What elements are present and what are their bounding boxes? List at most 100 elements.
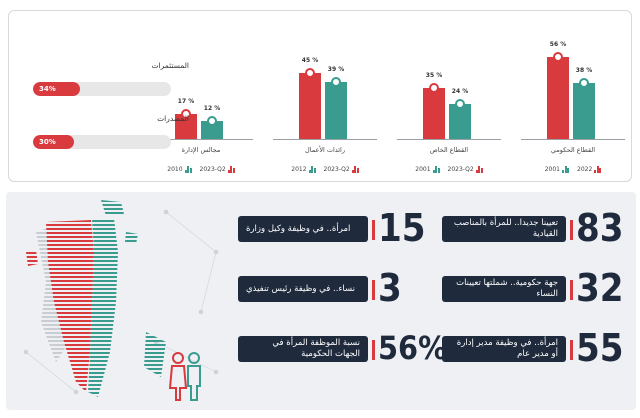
stat-number: 15 [378,206,426,250]
chart-legend: 2012 2023-Q2 [267,166,383,173]
chart-bar [449,104,471,139]
accent-tick [570,220,573,240]
exporters-progress-bar: 30% [33,135,171,149]
chart-category-label: رائدات الأعمال [304,146,345,154]
investors-label: المستثمرات [151,61,189,70]
chart-baseline [521,139,625,140]
accent-tick [372,220,375,240]
legend-item: 2010 [167,166,192,173]
chart-bar [175,114,197,139]
accent-tick [372,280,375,300]
stat-directors: امرأة.. في وظيفة مدير إدارة أو مدير عام … [442,328,632,372]
legend-item: 2012 [291,166,316,173]
stat-text: امرأة.. في وظيفة وكيل وزارة [238,216,368,242]
legend-item: 2023-Q2 [200,166,235,173]
chart-group: 56 % 38 % القطاع الحكومي 2001 2022 [515,11,631,183]
chart-category-label: مجالس الإدارة [181,146,221,154]
exporters-progress-value: 30% [39,138,56,146]
legend-label: 2012 [291,166,307,173]
chart-bar [325,82,347,139]
chart-value-label: 39 % [327,66,345,73]
chart-value-label: 12 % [203,105,221,112]
legend-item: 2001 [415,166,440,173]
stat-number: 56% [378,329,447,367]
accent-tick [372,340,375,360]
stat-text: امرأة.. في وظيفة مدير إدارة أو مدير عام [442,336,566,362]
investors-progress-value: 34% [39,85,56,93]
legend-item: 2023-Q2 [324,166,359,173]
chart-value-label: 45 % [301,57,319,64]
chart-category-label: القطاع الخاص [429,146,469,154]
statistics-chart-card: 56 % 38 % القطاع الحكومي 2001 2022 35 % 24 % ال… [8,10,632,182]
chart-marker [305,68,315,78]
chart-marker [455,99,465,109]
chart-baseline [273,139,377,140]
chart-value-label: 17 % [177,98,195,105]
investors-progress-bar: 34% [33,82,171,96]
woman-man-icon [168,352,201,401]
exporters-label: المصدرات [157,114,189,123]
chart-bar [547,57,569,139]
legend-label: 2001 [415,166,431,173]
stat-text: جهة حكومية.. شملتها تعيينات النساء [442,276,566,302]
chart-bar [423,88,445,139]
chart-bar [299,73,321,139]
chart-marker [579,78,589,88]
chart-marker [331,77,341,87]
legend-label: 2022 [577,166,593,173]
stat-number: 55 [576,326,624,370]
chart-group: 45 % 39 % رائدات الأعمال 2012 2023-Q2 [267,11,383,183]
legend-label: 2023-Q2 [323,166,350,173]
chart-bar [201,121,223,139]
stat-new-appointments: تعيينا جديدا.. للمرأة بالمناصب القيادية … [442,208,632,252]
stat-government-entities: جهة حكومية.. شملتها تعيينات النساء 32 [442,268,632,312]
chart-group: 17 % 12 % مجالس الإدارة 2010 2023-Q2 [143,11,259,183]
exporters-progress-fill [33,135,75,149]
chart-baseline [149,139,253,140]
chart-marker [207,116,217,126]
chart-value-label: 35 % [425,72,443,79]
chart-marker [553,52,563,62]
stat-women-employee-share: نسبة الموظفة المرأة في الجهات الحكومية 5… [238,328,447,372]
bar-chart-icon [594,166,602,173]
chart-baseline [397,139,501,140]
stat-number: 32 [576,266,624,310]
chart-value-label: 38 % [575,67,593,74]
stat-text: نساء.. في وظيفة رئيس تنفيذي [238,276,368,302]
legend-label: 2023-Q2 [199,166,226,173]
accent-tick [570,340,573,360]
chart-value-label: 24 % [451,88,469,95]
chart-category-label: القطاع الحكومي [550,146,596,154]
bar-chart-icon [351,166,359,173]
stat-text: تعيينا جديدا.. للمرأة بالمناصب القيادية [442,216,566,242]
legend-label: 2010 [167,166,183,173]
stat-ceos: نساء.. في وظيفة رئيس تنفيذي 3 [238,268,428,312]
chart-legend: 2010 2023-Q2 [143,166,259,173]
accent-tick [570,280,573,300]
bar-chart-icon [308,166,316,173]
bar-chart-icon [432,166,440,173]
legend-item: 2001 [545,166,569,173]
chart-legend: 2001 2023-Q2 [391,166,507,173]
bar-chart-icon [227,166,235,173]
stat-text: نسبة الموظفة المرأة في الجهات الحكومية [238,336,368,362]
chart-group: 35 % 24 % القطاع الخاص 2001 2023-Q2 [391,11,507,183]
bar-chart-icon [562,166,569,173]
legend-item: 2023-Q2 [448,166,483,173]
bar-chart-icon [184,166,192,173]
bar-chart-icon [475,166,483,173]
chart-value-label: 56 % [549,41,567,48]
stat-number: 83 [576,206,624,250]
stat-undersecretaries: امرأة.. في وظيفة وكيل وزارة 15 [238,208,428,252]
legend-label: 2001 [544,166,560,173]
chart-marker [181,109,191,119]
chart-bar [573,83,595,139]
chart-marker [429,83,439,93]
stat-number: 3 [378,266,402,310]
legend-item: 2022 [577,166,602,173]
infographic-panel: تعيينا جديدا.. للمرأة بالمناصب القيادية … [6,192,636,410]
legend-label: 2023-Q2 [447,166,474,173]
bahrain-map-icon [23,200,219,401]
chart-legend: 2001 2022 [515,166,631,173]
investors-progress-fill [33,82,80,96]
